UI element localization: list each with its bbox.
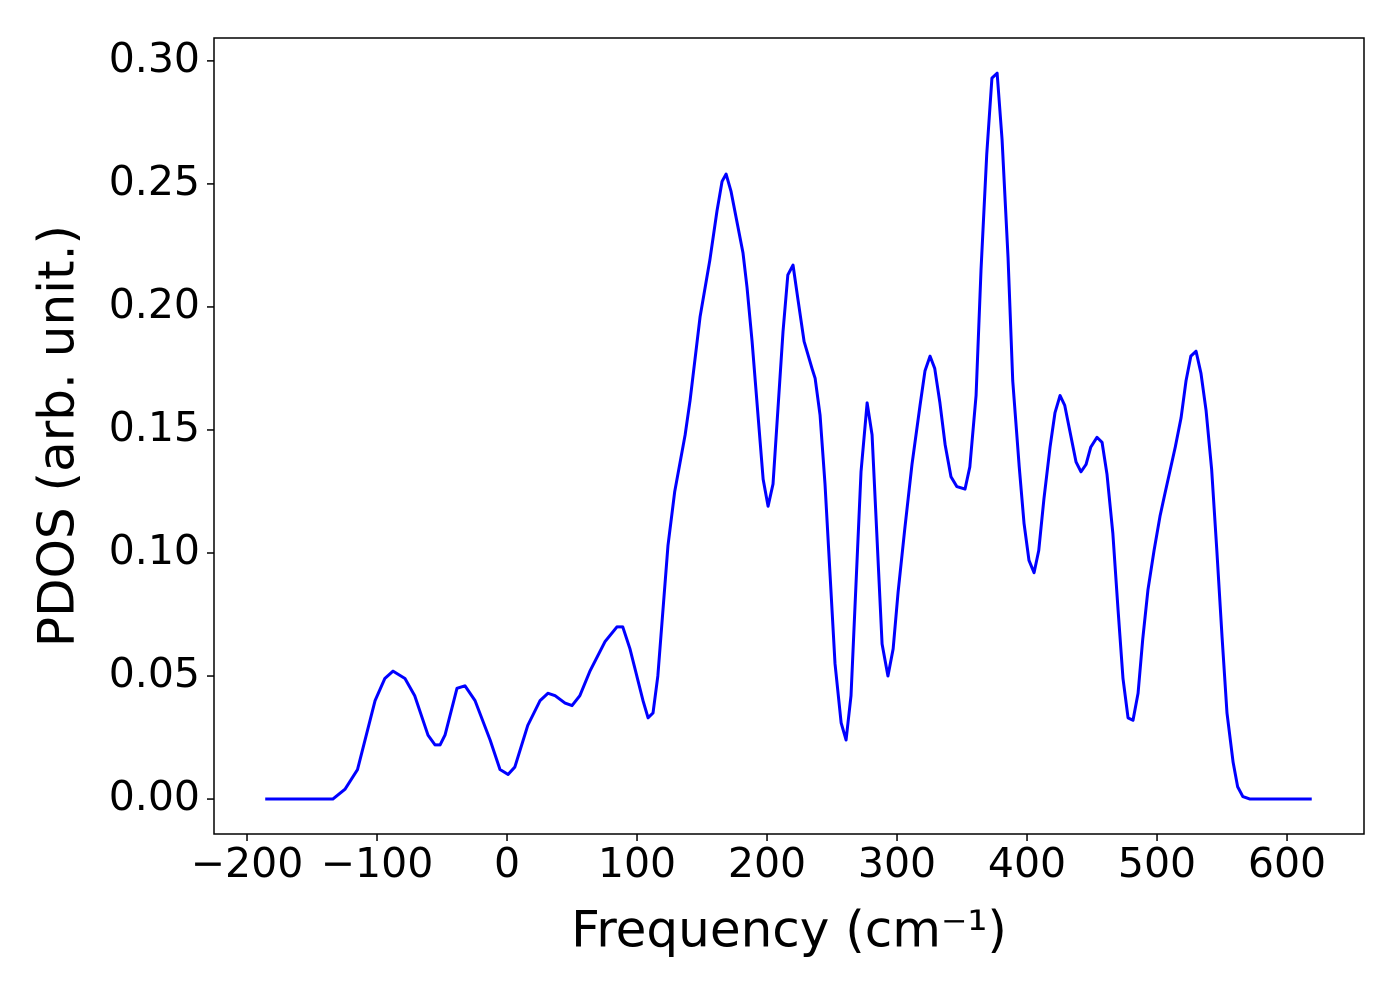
x-tick-label: 0 — [494, 839, 520, 887]
x-tick-label: 400 — [988, 839, 1066, 887]
x-tick-label: −200 — [191, 839, 304, 887]
y-tick-label: 0.00 — [109, 772, 200, 820]
y-tick-label: 0.05 — [109, 649, 200, 697]
x-tick-label: 600 — [1248, 839, 1326, 887]
y-tick-label: 0.10 — [109, 526, 200, 574]
plot-frame — [213, 37, 1365, 835]
y-tick-label: 0.25 — [109, 157, 200, 205]
x-tick-label: 500 — [1118, 839, 1196, 887]
x-tick-label: 100 — [598, 839, 676, 887]
pdos-line — [265, 71, 1312, 801]
x-tick-label: 200 — [728, 839, 806, 887]
x-tick-label: −100 — [321, 839, 434, 887]
x-axis-label: Frequency (cm⁻¹) — [571, 901, 1007, 959]
x-tick-label: 300 — [858, 839, 936, 887]
y-tick-label: 0.20 — [109, 280, 200, 328]
y-tick-label: 0.30 — [109, 34, 200, 82]
y-axis-label: PDOS (arb. unit.) — [28, 225, 86, 647]
y-tick-label: 0.15 — [109, 403, 200, 451]
